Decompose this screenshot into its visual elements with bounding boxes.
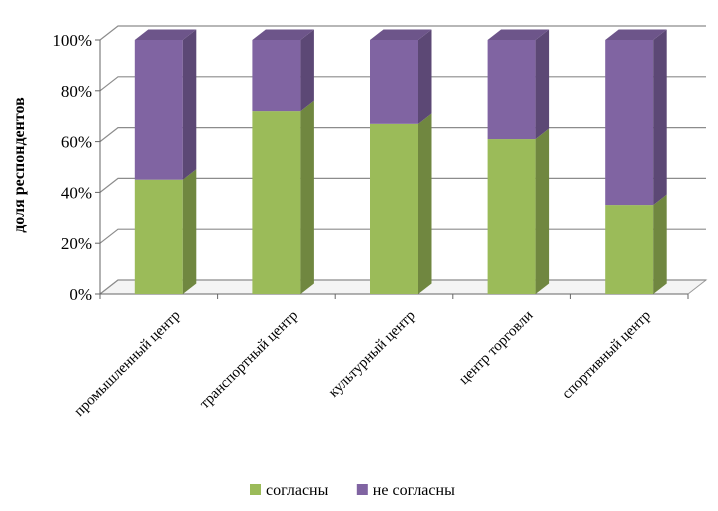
x-tick-label: промышленный центр: [71, 308, 183, 420]
x-tick-labels: промышленный центр транспортный центр куль…: [71, 308, 654, 420]
bar-top: [370, 29, 432, 40]
x-tick-label: спортивный центр: [559, 308, 654, 403]
bar-top: [605, 29, 667, 40]
bar-front: [487, 139, 536, 294]
bar-side: [535, 29, 550, 140]
legend-label: согласны: [266, 482, 329, 499]
y-tick-label: 40%: [61, 183, 92, 202]
y-tick-label: 80%: [61, 82, 92, 101]
bar-side: [300, 100, 314, 295]
x-tick-label: центр торговли: [456, 308, 536, 388]
y-tick-label: 0%: [69, 285, 92, 304]
legend-swatch: [250, 484, 261, 495]
bar-front: [605, 40, 654, 206]
bar-front: [487, 40, 536, 140]
bar-front: [134, 40, 183, 180]
gridline: [99, 25, 706, 41]
bar-side: [535, 128, 550, 294]
bar-side: [418, 113, 432, 294]
bar-side: [182, 169, 197, 294]
bar-front: [370, 123, 418, 294]
bar-segment: [252, 100, 314, 295]
y-tick-labels: 0% 20% 40% 60% 80% 100%: [52, 31, 92, 304]
bar-segment: [605, 29, 667, 206]
bar-side: [653, 29, 667, 206]
x-tick-label: культурный центр: [326, 308, 419, 401]
bar-segment: [370, 113, 432, 294]
bar-front: [605, 205, 654, 294]
y-tick-label: 60%: [61, 133, 92, 152]
bar-top: [134, 29, 197, 40]
bar-segment: [487, 29, 550, 140]
bar-segment: [134, 29, 197, 180]
bar-segment: [252, 29, 314, 112]
bar-top: [252, 29, 314, 40]
bar-front: [134, 179, 183, 294]
bar-front: [252, 40, 301, 112]
y-tick-label: 100%: [52, 31, 92, 50]
bar-top: [487, 29, 550, 40]
bar-segment: [134, 169, 197, 294]
bar-side: [653, 194, 667, 294]
bar-segment: [370, 29, 432, 124]
y-axis-title: доля респондентов: [11, 97, 28, 233]
bar-segment: [605, 194, 667, 294]
legend: согласны не согласны: [250, 482, 455, 499]
bars: [134, 29, 667, 295]
x-tick-label: транспортный центр: [197, 308, 302, 413]
y-tick-label: 20%: [61, 234, 92, 253]
bar-segment: [487, 128, 550, 294]
bar-side: [418, 29, 432, 124]
bar-front: [252, 111, 301, 295]
legend-label: не согласны: [373, 482, 455, 499]
bar-side: [182, 29, 197, 180]
bar-front: [370, 40, 418, 124]
bar-side: [300, 29, 314, 112]
legend-swatch: [356, 484, 368, 495]
